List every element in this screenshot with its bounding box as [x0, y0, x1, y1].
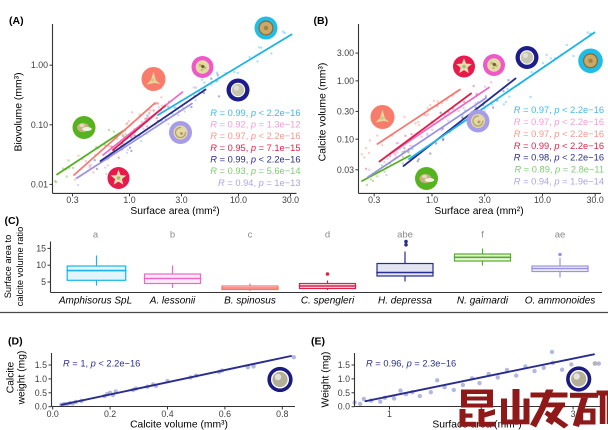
svg-text:R = 0.93, p = 5.6e−14: R = 0.93, p = 5.6e−14 — [210, 166, 300, 176]
svg-text:a: a — [93, 230, 99, 241]
svg-text:Surface area (mm²): Surface area (mm²) — [130, 206, 219, 217]
svg-text:0.10: 0.10 — [337, 134, 354, 144]
svg-text:1.5: 1.5 — [35, 360, 47, 370]
svg-text:30.0: 30.0 — [282, 195, 299, 205]
svg-text:f: f — [481, 230, 484, 241]
svg-text:0.3: 0.3 — [368, 195, 380, 205]
svg-text:abe: abe — [397, 230, 413, 241]
svg-text:0.5: 0.5 — [338, 388, 350, 398]
svg-text:R = 0.99, p < 2.2e−16: R = 0.99, p < 2.2e−16 — [210, 155, 300, 165]
svg-text:R = 0.92, p = 1.3e−12: R = 0.92, p = 1.3e−12 — [210, 120, 300, 130]
svg-text:15: 15 — [36, 243, 46, 253]
svg-text:0.3: 0.3 — [66, 195, 78, 205]
svg-text:R = 1, p < 2.2e−16: R = 1, p < 2.2e−16 — [63, 359, 140, 369]
svg-text:R = 0.89, p = 2.8e−11: R = 0.89, p = 2.8e−11 — [514, 165, 604, 175]
svg-text:A. lessonii: A. lessonii — [149, 296, 196, 307]
svg-text:0.0: 0.0 — [35, 402, 47, 412]
svg-text:1.00: 1.00 — [31, 60, 48, 70]
svg-text:H. depressa: H. depressa — [378, 296, 432, 307]
svg-text:R = 0.94, p = 1e−13: R = 0.94, p = 1e−13 — [218, 178, 300, 188]
svg-text:calcite volume ratio: calcite volume ratio — [15, 227, 25, 307]
svg-text:3: 3 — [571, 409, 576, 419]
svg-text:Surface area (mm²): Surface area (mm²) — [432, 420, 521, 430]
svg-text:c: c — [248, 230, 253, 241]
svg-text:10: 10 — [36, 260, 46, 270]
svg-text:5: 5 — [41, 277, 46, 287]
svg-text:R = 0.99, p < 2.2e−16: R = 0.99, p < 2.2e−16 — [210, 108, 300, 118]
svg-text:R = 0.97, p < 2.2e−16: R = 0.97, p < 2.2e−16 — [210, 131, 300, 141]
svg-text:R = 0.96, p = 2.3e−16: R = 0.96, p = 2.3e−16 — [366, 359, 456, 369]
svg-text:Surface area to: Surface area to — [3, 235, 13, 299]
svg-text:0.5: 0.5 — [35, 388, 47, 398]
svg-text:1: 1 — [387, 409, 392, 419]
svg-text:0.2: 0.2 — [104, 409, 116, 419]
svg-text:1.00: 1.00 — [337, 76, 354, 86]
svg-text:3.00: 3.00 — [337, 48, 354, 58]
svg-text:d: d — [325, 230, 330, 241]
svg-text:1.0: 1.0 — [426, 195, 438, 205]
svg-text:B. spinosus: B. spinosus — [224, 296, 276, 307]
svg-text:30.0: 30.0 — [587, 195, 604, 205]
svg-text:Calcite volume (mm³): Calcite volume (mm³) — [130, 420, 228, 430]
svg-text:3.0: 3.0 — [175, 195, 187, 205]
svg-text:Amphisorus SpL: Amphisorus SpL — [58, 296, 132, 307]
svg-text:1.0: 1.0 — [123, 195, 135, 205]
svg-text:Calcite: Calcite — [6, 361, 17, 393]
svg-text:10.0: 10.0 — [534, 195, 551, 205]
svg-text:(B): (B) — [314, 15, 329, 27]
svg-text:ae: ae — [555, 230, 566, 241]
svg-text:N. gaimardi: N. gaimardi — [457, 296, 509, 307]
svg-text:R = 0.97, p < 2.2e−16: R = 0.97, p < 2.2e−16 — [514, 105, 604, 115]
svg-text:O. ammonoides: O. ammonoides — [525, 296, 596, 307]
svg-text:Weight (mg): Weight (mg) — [321, 352, 332, 408]
svg-text:0.30: 0.30 — [337, 106, 354, 116]
svg-text:1.0: 1.0 — [338, 374, 350, 384]
svg-text:0.0: 0.0 — [47, 409, 59, 419]
svg-text:0.01: 0.01 — [31, 179, 48, 189]
svg-text:1.5: 1.5 — [338, 360, 350, 370]
svg-text:(D): (D) — [8, 336, 23, 348]
svg-text:(E): (E) — [311, 336, 325, 348]
svg-text:0.6: 0.6 — [219, 409, 231, 419]
svg-text:3.0: 3.0 — [479, 195, 491, 205]
svg-text:R = 0.95, p = 7.1e−15: R = 0.95, p = 7.1e−15 — [210, 143, 300, 153]
svg-text:weight (mg): weight (mg) — [17, 351, 28, 406]
svg-text:1.0: 1.0 — [35, 374, 47, 384]
svg-text:(A): (A) — [9, 15, 24, 27]
svg-text:b: b — [170, 230, 175, 241]
svg-text:Calcite volume (mm³): Calcite volume (mm³) — [318, 63, 329, 162]
svg-text:(C): (C) — [5, 215, 20, 227]
svg-text:10.0: 10.0 — [230, 195, 247, 205]
svg-text:R = 0.97, p < 2.2e−16: R = 0.97, p < 2.2e−16 — [514, 129, 604, 139]
svg-text:R = 0.97, p < 2.2e−16: R = 0.97, p < 2.2e−16 — [514, 117, 604, 127]
svg-text:0.4: 0.4 — [161, 409, 173, 419]
svg-text:0.10: 0.10 — [31, 120, 48, 130]
svg-text:C. spengleri: C. spengleri — [301, 296, 355, 307]
svg-text:R = 0.98, p < 2.2e−16: R = 0.98, p < 2.2e−16 — [514, 153, 604, 163]
svg-text:R = 0.94, p = 1.9e−14: R = 0.94, p = 1.9e−14 — [514, 177, 604, 187]
svg-text:Biovolume (mm³): Biovolume (mm³) — [14, 72, 25, 151]
svg-text:0.03: 0.03 — [337, 165, 354, 175]
svg-text:0.0: 0.0 — [338, 402, 350, 412]
svg-text:Surface area (mm²): Surface area (mm²) — [434, 206, 523, 217]
svg-text:0.8: 0.8 — [276, 409, 288, 419]
svg-text:R = 0.99, p < 2.2e−16: R = 0.99, p < 2.2e−16 — [514, 141, 604, 151]
